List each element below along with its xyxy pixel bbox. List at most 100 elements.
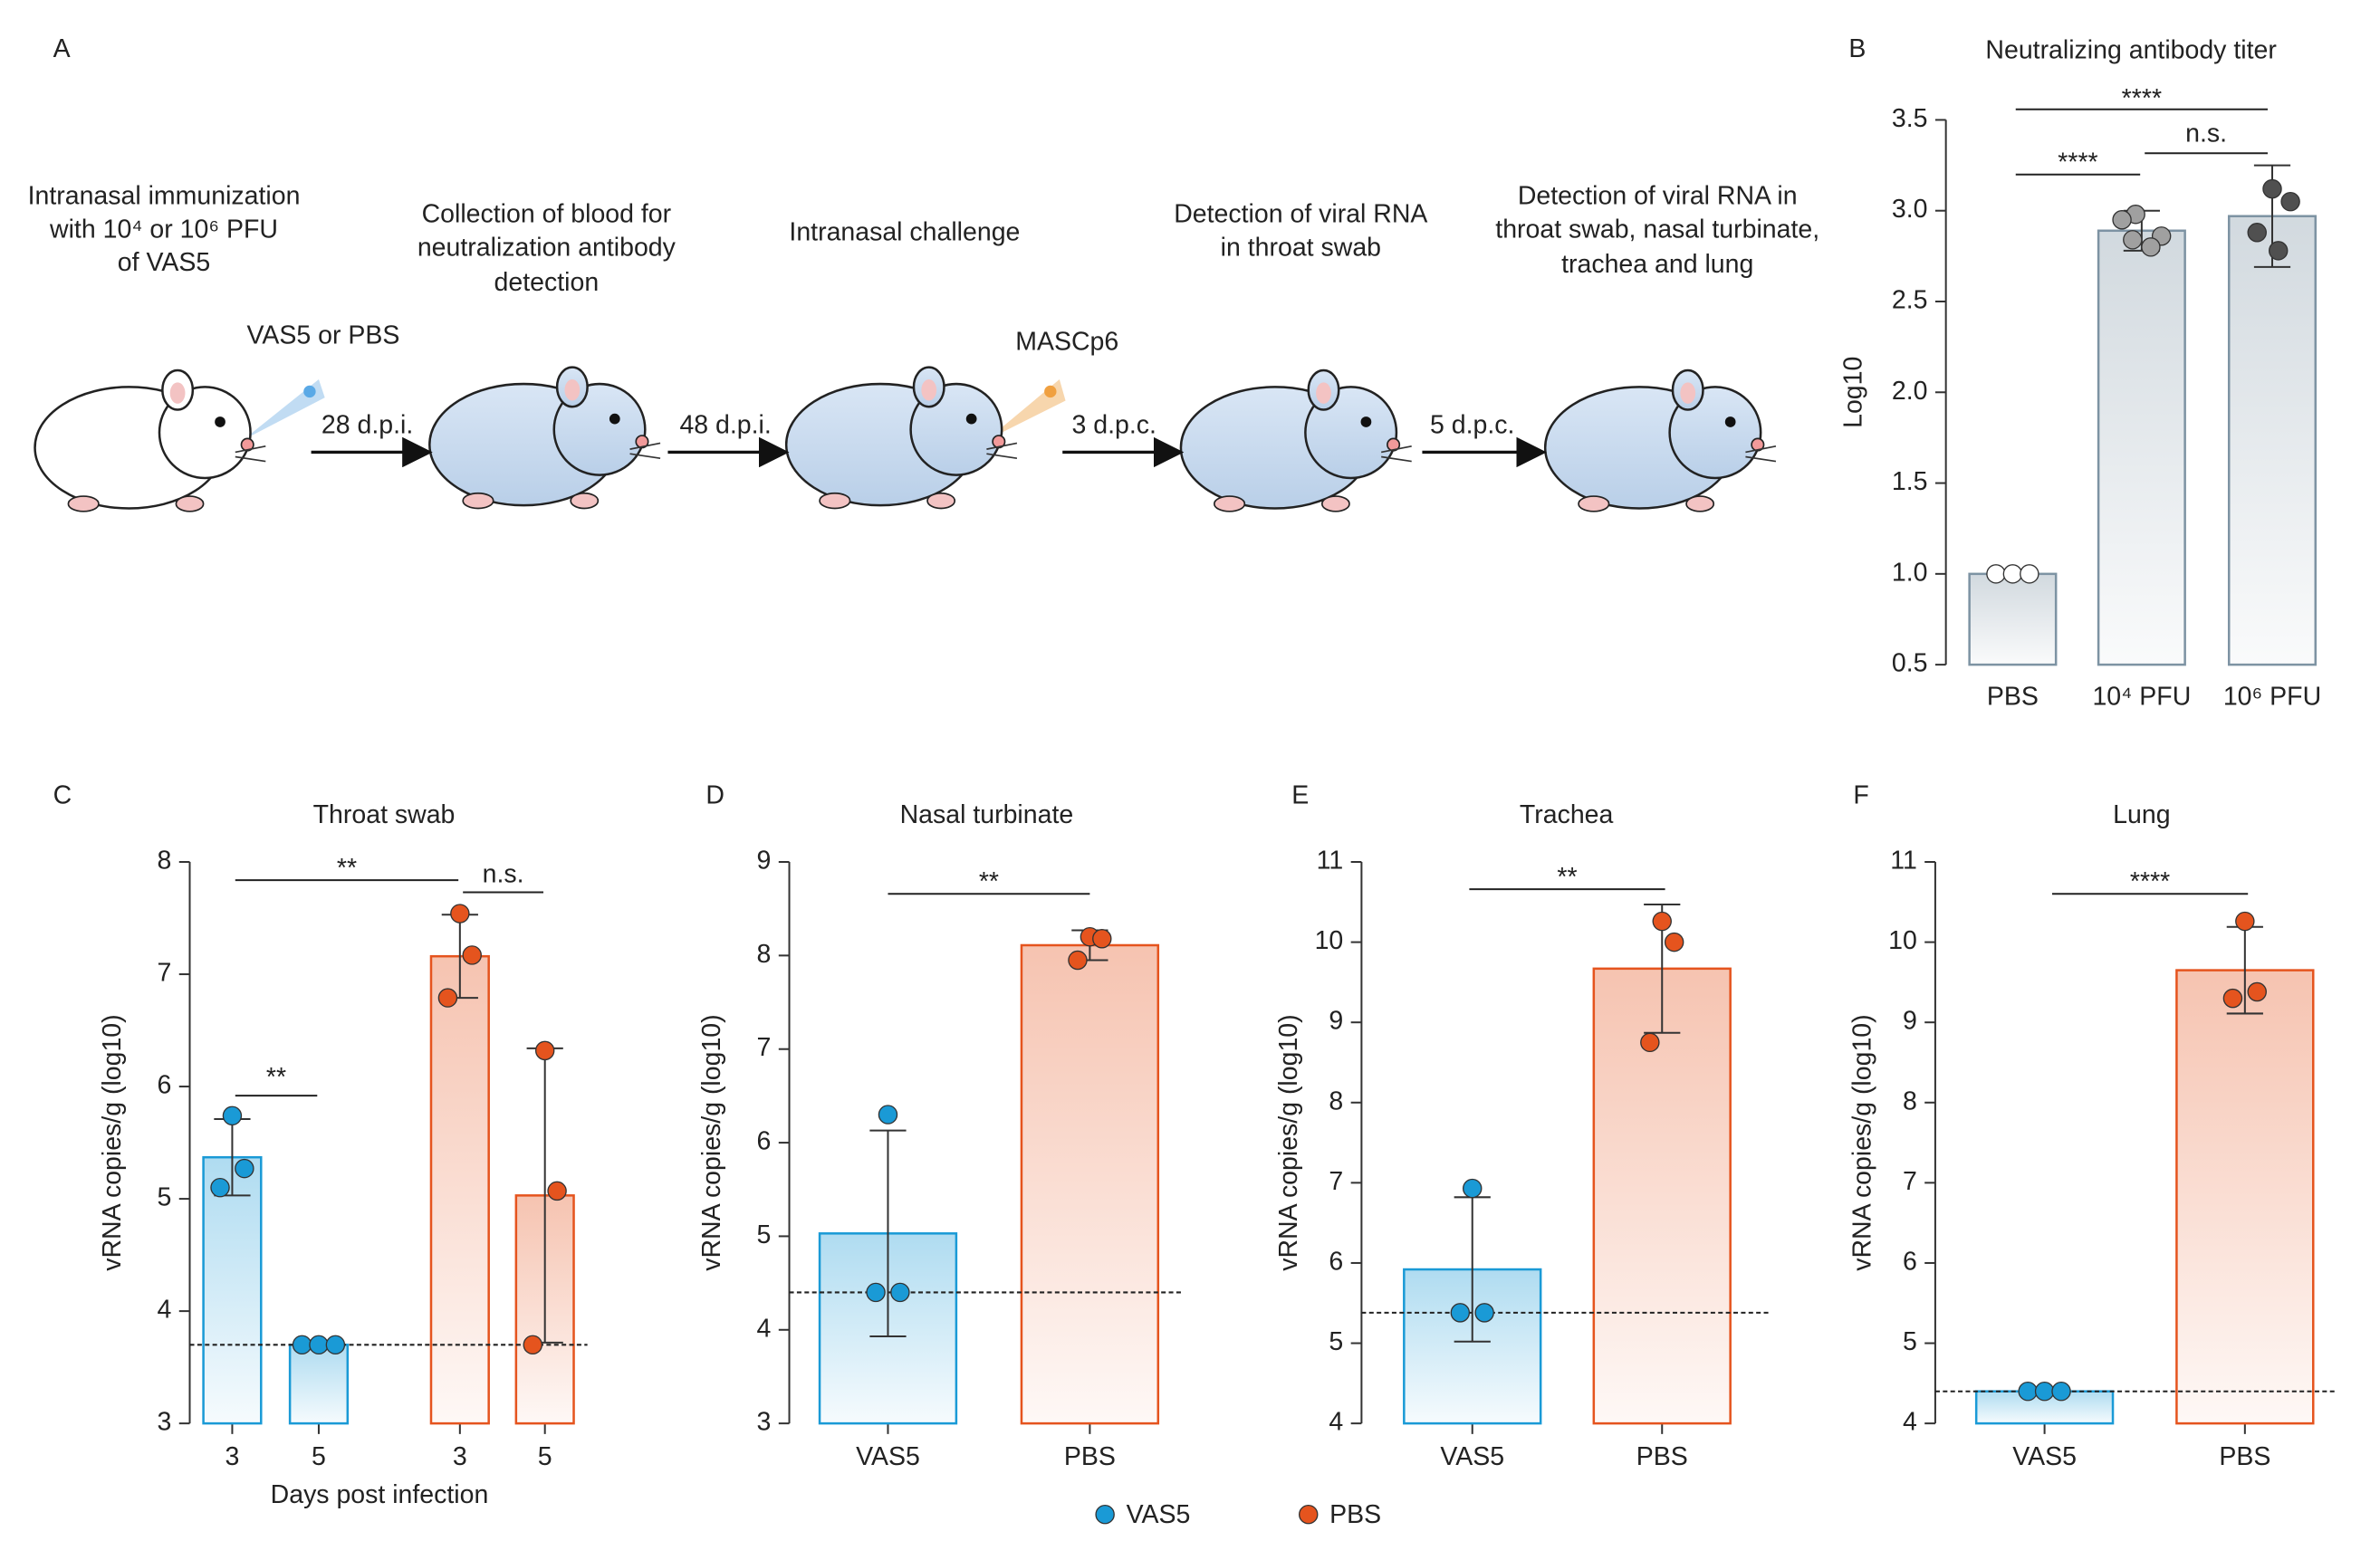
significance-label: **	[1557, 863, 1577, 892]
significance-label: **	[979, 867, 999, 896]
x-axis-label: Days post infection	[271, 1480, 489, 1509]
data-point	[866, 1282, 886, 1303]
x-tick-label: 3	[226, 1442, 240, 1471]
y-tick-label: 1.0	[1892, 558, 1928, 587]
y-tick-label: 8	[757, 940, 772, 969]
x-tick-label: VAS5	[1440, 1442, 1504, 1471]
hamster	[1179, 368, 1413, 513]
y-tick-label: 10	[1888, 926, 1917, 955]
y-axis-label: Log10	[1839, 357, 1868, 428]
significance-label: n.s.	[483, 860, 524, 889]
y-tick-label: 4	[158, 1296, 172, 1325]
chart-title: Trachea	[1520, 800, 1614, 829]
y-tick-label: 5	[1329, 1327, 1343, 1356]
data-point	[450, 904, 470, 924]
bar	[1020, 943, 1160, 1425]
step-text: neutralization antibody	[417, 233, 677, 262]
y-tick-label: 6	[158, 1071, 172, 1100]
bar	[1592, 967, 1732, 1425]
y-tick-label: 11	[1890, 847, 1917, 876]
data-point	[2262, 178, 2282, 199]
x-tick-label: 5	[538, 1442, 552, 1471]
significance-label: n.s.	[2185, 120, 2227, 148]
bar	[2097, 229, 2186, 666]
data-point	[890, 1282, 910, 1303]
y-tick-label: 5	[158, 1183, 172, 1212]
data-point	[1986, 564, 2006, 584]
y-tick-label: 4	[757, 1314, 772, 1343]
panel-label: F	[1853, 780, 1868, 809]
step-text: in throat swab	[1221, 233, 1381, 262]
y-tick-label: 9	[1329, 1007, 1343, 1036]
data-point	[292, 1335, 312, 1355]
step-text: Collection of blood for	[422, 200, 672, 229]
data-point	[2247, 223, 2267, 243]
y-tick-label: 10	[1315, 926, 1344, 955]
legend-marker	[1095, 1504, 1115, 1525]
y-tick-label: 4	[1329, 1408, 1343, 1437]
y-tick-label: 4	[1903, 1408, 1917, 1437]
y-tick-label: 2.0	[1892, 377, 1928, 406]
y-axis-label: vRNA copies/g (log10)	[697, 1014, 726, 1270]
bar	[288, 1344, 350, 1425]
interval-label: 48 d.p.i.	[679, 411, 771, 440]
data-point	[2123, 230, 2143, 250]
x-tick-label: PBS	[2219, 1442, 2270, 1471]
data-point	[1664, 932, 1684, 952]
step-text: of VAS5	[118, 248, 210, 277]
data-point	[1463, 1178, 1483, 1199]
y-tick-label: 3.5	[1892, 104, 1928, 133]
step-text: trachea and lung	[1561, 250, 1753, 279]
treatment-label: VAS5 or PBS	[247, 321, 400, 350]
y-axis-label: vRNA copies/g (log10)	[1274, 1014, 1303, 1270]
bar	[2227, 215, 2318, 666]
y-tick-label: 7	[1903, 1167, 1917, 1196]
significance-label: ****	[2130, 867, 2170, 896]
y-tick-label: 2.5	[1892, 286, 1928, 315]
data-point	[1450, 1303, 1471, 1323]
challenge-label: MASCp6	[1015, 327, 1118, 356]
chart-title: Nasal turbinate	[900, 800, 1074, 829]
chart-title: Neutralizing antibody titer	[1985, 36, 2277, 65]
step-text: Detection of viral RNA in	[1518, 181, 1798, 210]
step-text: detection	[494, 268, 600, 297]
bar	[429, 954, 490, 1425]
y-tick-label: 8	[1903, 1086, 1917, 1115]
legend-label: PBS	[1329, 1500, 1381, 1529]
bar	[2175, 969, 2315, 1425]
data-point	[878, 1105, 898, 1125]
spray	[243, 379, 325, 441]
y-tick-label: 3	[158, 1408, 172, 1437]
hamster	[784, 366, 1019, 510]
data-point	[1068, 950, 1088, 971]
y-tick-label: 6	[1329, 1247, 1343, 1276]
y-tick-label: 7	[757, 1033, 772, 1062]
legend-label: VAS5	[1127, 1500, 1191, 1529]
x-tick-label: PBS	[1987, 683, 2039, 712]
y-tick-label: 3.0	[1892, 195, 1928, 224]
step-text: with 10⁴ or 10⁶ PFU	[49, 215, 278, 244]
interval-label: 3 d.p.c.	[1071, 411, 1156, 440]
y-tick-label: 7	[158, 959, 172, 988]
chart-title: Throat swab	[313, 800, 456, 829]
data-point	[2051, 1381, 2071, 1402]
y-tick-label: 9	[757, 847, 772, 876]
data-point	[547, 1181, 567, 1201]
data-point	[325, 1335, 346, 1355]
step-text: Intranasal challenge	[789, 218, 1020, 247]
data-point	[210, 1177, 230, 1198]
y-tick-label: 11	[1317, 847, 1344, 876]
panel-label: A	[53, 34, 71, 63]
data-point	[2235, 911, 2255, 932]
step-text: Intranasal immunization	[28, 181, 301, 210]
significance-label: **	[337, 854, 357, 883]
data-point	[2247, 981, 2267, 1002]
y-tick-label: 5	[1903, 1327, 1917, 1356]
data-point	[1474, 1303, 1494, 1323]
y-tick-label: 0.5	[1892, 649, 1928, 678]
data-point	[462, 945, 482, 965]
panel-label: C	[53, 780, 72, 809]
panel-label: D	[705, 780, 725, 809]
x-tick-label: VAS5	[2012, 1442, 2077, 1471]
